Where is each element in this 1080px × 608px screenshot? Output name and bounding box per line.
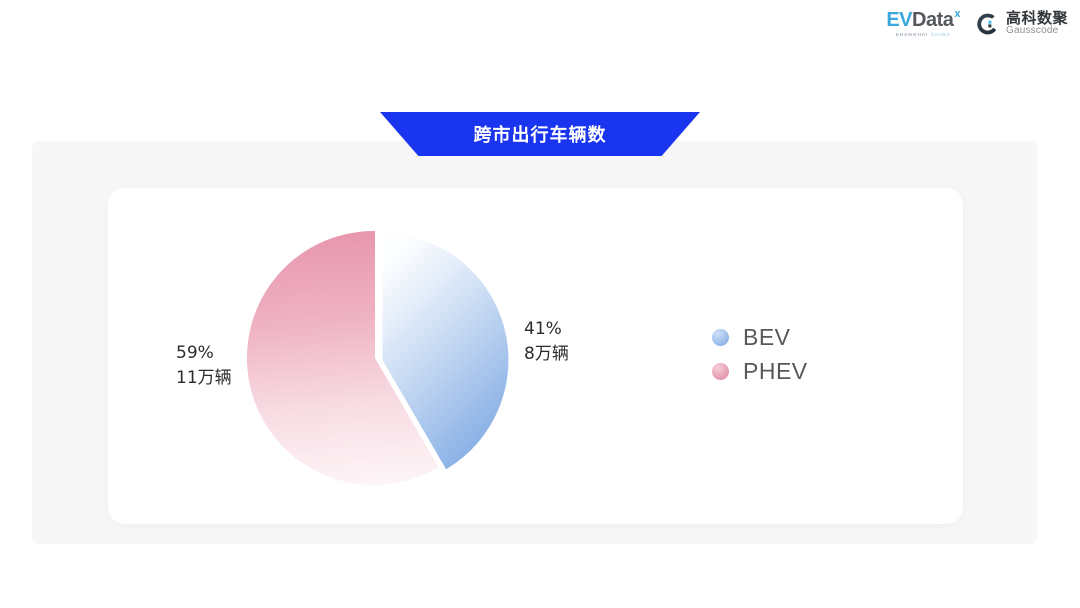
evdata-tagline-city: SHANGHAI <box>895 32 929 37</box>
gausscode-logo: 高科数聚 Gausscode <box>976 9 1068 37</box>
evdata-logo-suffix: Data <box>912 9 954 31</box>
page-title: 跨市出行车辆数 <box>473 125 607 146</box>
header-logos: EV Data x SHANGHAI CHINA 高科数聚 Gaus <box>886 8 1068 38</box>
gausscode-logo-en: Gausscode <box>1005 25 1059 37</box>
evdata-logo: EV Data x SHANGHAI CHINA <box>886 8 960 38</box>
evdata-logo-tagline: SHANGHAI CHINA <box>895 32 951 38</box>
evdata-logo-prefix: EV <box>886 9 912 31</box>
evdata-tagline-country: CHINA <box>930 32 951 37</box>
evdata-logo-superscript: x <box>954 8 960 20</box>
gausscode-mark-icon <box>976 12 1000 36</box>
evdata-logo-wordmark: EV Data x <box>886 8 960 31</box>
section-title-ribbon: 跨市出行车辆数 <box>380 112 700 156</box>
gausscode-logo-cn: 高科数聚 <box>1005 9 1068 27</box>
chart-card <box>108 188 963 524</box>
gausscode-logo-text: 高科数聚 Gausscode <box>1005 9 1068 37</box>
